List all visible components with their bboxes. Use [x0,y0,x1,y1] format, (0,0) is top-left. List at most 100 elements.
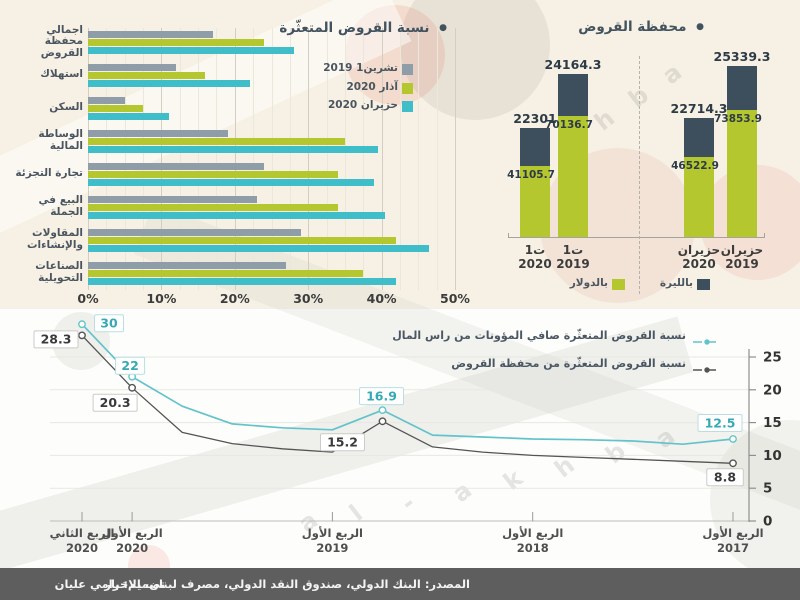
npl-x-tick-label: 50% [440,291,470,306]
trend-x-tick-label: الربع الأول [502,526,563,541]
npl-legend-swatch [402,82,413,94]
npl-bar-segment [88,97,125,104]
trend-point-label-text: 22 [121,358,138,373]
portfolio-axis-tick [764,233,765,238]
trend-point-label-text: 16.9 [366,388,397,403]
trend-y-tick-label: 0 [763,514,772,530]
trend-legend-label-portfolio: نسبة القروض المتعثّرة من محفظة القروض [451,357,686,370]
trend-point-label-text: 15.2 [327,435,358,450]
npl-category-label: استهلاك [40,68,83,81]
portfolio-dollar-value-label: 46522.9 [671,159,719,172]
trend-x-tick-label: الربع الأول [302,526,363,541]
portfolio-lira-value-label: 25339.3 [713,49,771,64]
trend-point-label-box [115,356,146,375]
trend-x-tick-label: 2020 [66,541,98,555]
portfolio-bar-lira-segment [684,117,714,157]
npl-grid-line [455,28,456,290]
portfolio-group-divider [639,56,640,294]
npl-chart-title-text: نسبة القروض المتعثّرة [279,20,430,36]
npl-bar-segment [88,146,378,153]
portfolio-x-label: حزيران 2020 [677,243,721,271]
trend-data-point-marker [78,320,86,329]
trend-data-point-marker [378,406,387,415]
portfolio-bar-dollar-segment [684,156,714,237]
npl-grid-line [418,28,420,290]
npl-category-label: البيع في الجملة [38,194,83,218]
npl-category-label: الوساطة المالية [38,128,83,152]
portfolio-legend-label-dollar: بالدولار [569,277,608,289]
trend-point-label-box [697,414,743,432]
portfolio-bar-dollar-segment [520,166,550,237]
npl-x-tick-label: 30% [293,291,324,306]
npl-bar-segment [88,130,228,137]
portfolio-x-label: حزيران 2019 [720,243,764,271]
trend-point-label-box [359,387,404,406]
npl-bar-segment [88,245,430,252]
footer-design-credit: تصميم: رامي عليان [54,577,165,591]
npl-bar-segment [88,270,364,277]
trend-data-point-marker [78,331,86,340]
npl-legend-swatch [402,64,413,75]
npl-x-tick-label: 20% [219,291,250,306]
trend-y-tick-label: 20 [763,382,782,398]
bottom-background-panel [0,308,800,568]
trend-data-point-marker [729,435,737,443]
npl-category-label: المقاولات والإنشاءات [26,227,83,251]
npl-category-label: الصناعات التحويلية [35,260,83,284]
trend-point-label-box [33,330,79,349]
trend-legend-label-net-provisions: نسبة القروض المتعثّرة صافي المؤونات من ر… [392,329,686,342]
trend-data-point-marker [378,417,387,426]
npl-bar-segment [88,278,397,285]
npl-bar-segment [88,237,397,244]
npl-x-tick-label: 10% [146,291,177,306]
portfolio-chart-title-text: محفظة القروض [578,19,687,35]
trend-point-label-box [92,393,138,412]
trend-x-tick-label: 2020 [116,541,148,555]
trend-point-label-text: 28.3 [41,332,72,347]
npl-bar-segment [88,31,213,38]
trend-x-tick-label: الربع الأول [101,526,162,541]
npl-bar-segment [88,138,345,145]
npl-x-tick-label: 0% [77,291,99,306]
trend-point-label-text: 30 [100,316,118,331]
trend-gridlines [50,356,749,489]
trend-y-tick-label: 5 [763,481,772,497]
portfolio-dollar-value-label: 41105.7 [507,169,555,182]
npl-category-label: السكن [49,101,83,114]
portfolio-x-label: ت1 2019 [556,243,590,271]
npl-bar-segment [88,179,375,186]
npl-category-label: تجارة التجزئة [15,167,83,180]
npl-grid-line [436,28,438,290]
portfolio-x-label: ت1 2020 [518,243,552,271]
npl-bar-segment [88,204,338,211]
npl-bar-segment [88,64,177,71]
trend-series-line [81,334,734,464]
npl-x-tick-label: 40% [366,291,397,306]
npl-bar-segment [88,80,250,87]
npl-bar-segment [88,262,287,269]
trend-y-tick-label: 15 [763,415,782,431]
trend-point-label-text: 8.8 [714,470,736,485]
portfolio-bar-dollar-segment [727,109,757,237]
title-bullet-icon: ● [439,23,447,33]
npl-legend-label: حزيران 2020 [327,99,398,111]
trend-point-label-box [94,314,124,333]
trend-y-tick-label: 25 [763,350,782,366]
npl-bar-segment [88,47,294,54]
trend-point-label-box [320,433,365,452]
portfolio-bar-lira-segment [727,66,757,110]
npl-bar-segment [88,171,338,178]
portfolio-lira-value-label: 22714.3 [670,100,728,116]
npl-bar-segment [88,212,386,219]
portfolio-bar-lira-segment [520,127,550,167]
trend-data-point-marker [128,383,137,392]
npl-bar-segment [88,39,265,46]
portfolio-axis-line [508,237,765,238]
trend-x-tick-label: 2019 [316,541,348,555]
trend-y-tick-label: 10 [763,448,782,464]
portfolio-lira-value-label: 24164.3 [544,57,602,73]
trend-point-label-text: 12.5 [705,415,736,430]
